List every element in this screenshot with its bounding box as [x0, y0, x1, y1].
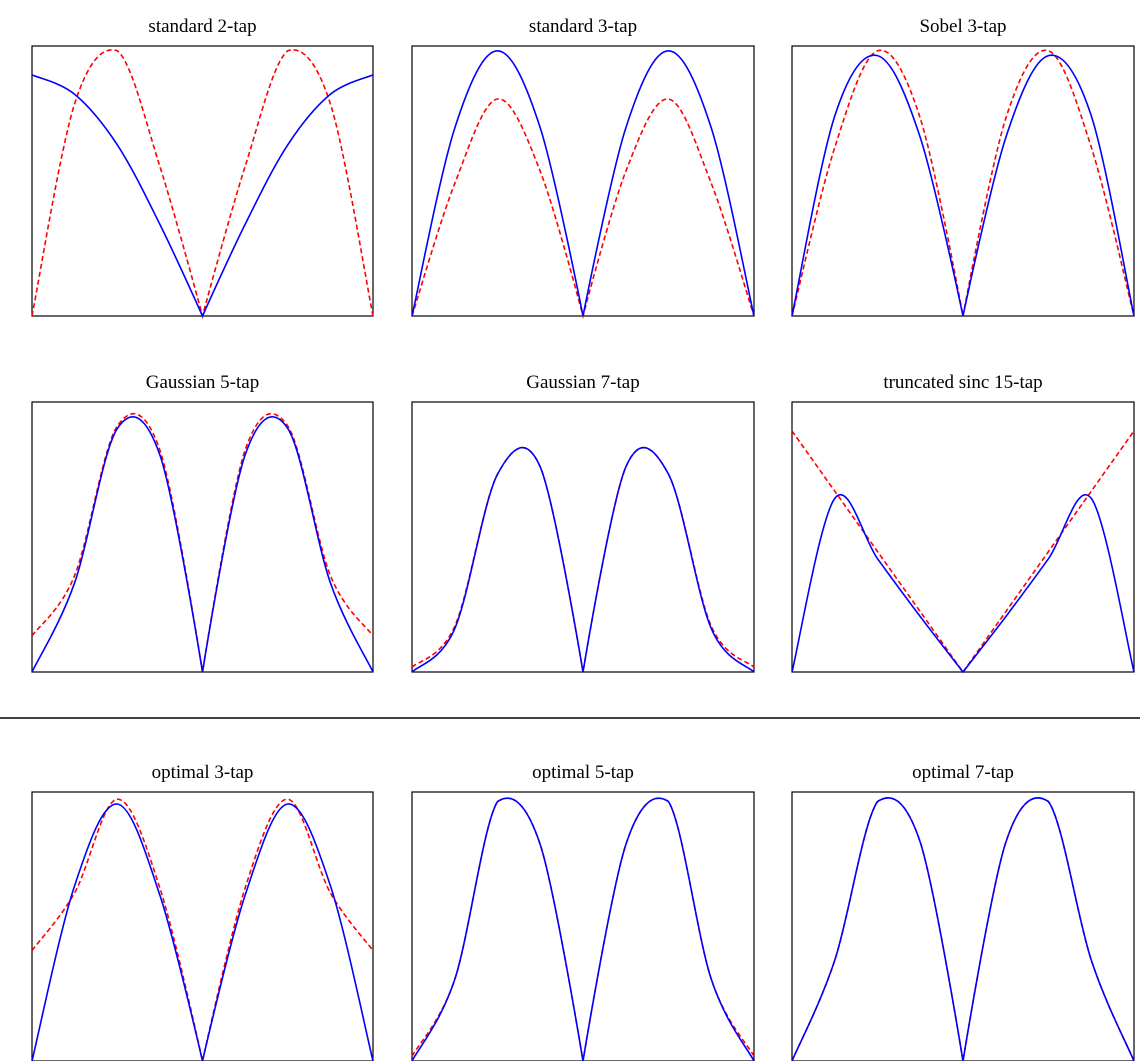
- panel-3: Sobel 3-tap: [791, 16, 1135, 317]
- panel-4: Gaussian 5-tap: [31, 372, 374, 673]
- series-line-dashed: [411, 98, 755, 320]
- series-line-solid: [411, 446, 755, 673]
- panel-1: standard 2-tap: [31, 16, 374, 320]
- series-line-solid: [791, 54, 1135, 317]
- panel-title: Gaussian 7-tap: [526, 372, 639, 393]
- panel-8: optimal 5-tap: [411, 762, 755, 1061]
- panel-5: Gaussian 7-tap: [411, 372, 755, 673]
- panel-title: standard 2-tap: [148, 16, 256, 37]
- plot-frame: [791, 791, 1135, 1061]
- plot-frame: [31, 401, 374, 673]
- series-line-dashed: [31, 49, 374, 320]
- series-line-dashed: [31, 798, 374, 1061]
- panel-title: optimal 5-tap: [532, 762, 634, 783]
- series-line-solid: [31, 74, 374, 318]
- series-line-dashed: [31, 412, 374, 673]
- plot-frame: [31, 45, 374, 317]
- series-line-solid: [31, 416, 374, 673]
- plot-frame: [411, 401, 755, 673]
- plot-frame: [31, 791, 374, 1061]
- series-line-solid: [791, 797, 1135, 1061]
- panel-7: optimal 3-tap: [31, 762, 374, 1061]
- series-line-dashed: [791, 49, 1135, 317]
- plot-frame: [411, 45, 755, 317]
- panel-6: truncated sinc 15-tap: [791, 372, 1135, 674]
- series-line-solid: [411, 49, 755, 317]
- panel-9: optimal 7-tap: [791, 762, 1135, 1061]
- panel-2: standard 3-tap: [411, 16, 755, 320]
- plot-frame: [791, 45, 1135, 317]
- panel-title: Gaussian 5-tap: [146, 372, 259, 393]
- series-line-solid: [411, 797, 755, 1061]
- series-line-dashed: [791, 430, 1135, 674]
- series-line-dashed: [411, 446, 755, 673]
- series-line-dashed: [411, 797, 755, 1061]
- panel-title: standard 3-tap: [529, 16, 637, 37]
- series-line-solid: [791, 494, 1135, 674]
- panel-title: optimal 7-tap: [912, 762, 1014, 783]
- panel-title: optimal 3-tap: [152, 762, 254, 783]
- series-line-solid: [31, 803, 374, 1061]
- plot-frame: [411, 791, 755, 1061]
- panel-title: truncated sinc 15-tap: [883, 372, 1042, 393]
- panel-title: Sobel 3-tap: [919, 16, 1006, 37]
- plot-frame: [791, 401, 1135, 673]
